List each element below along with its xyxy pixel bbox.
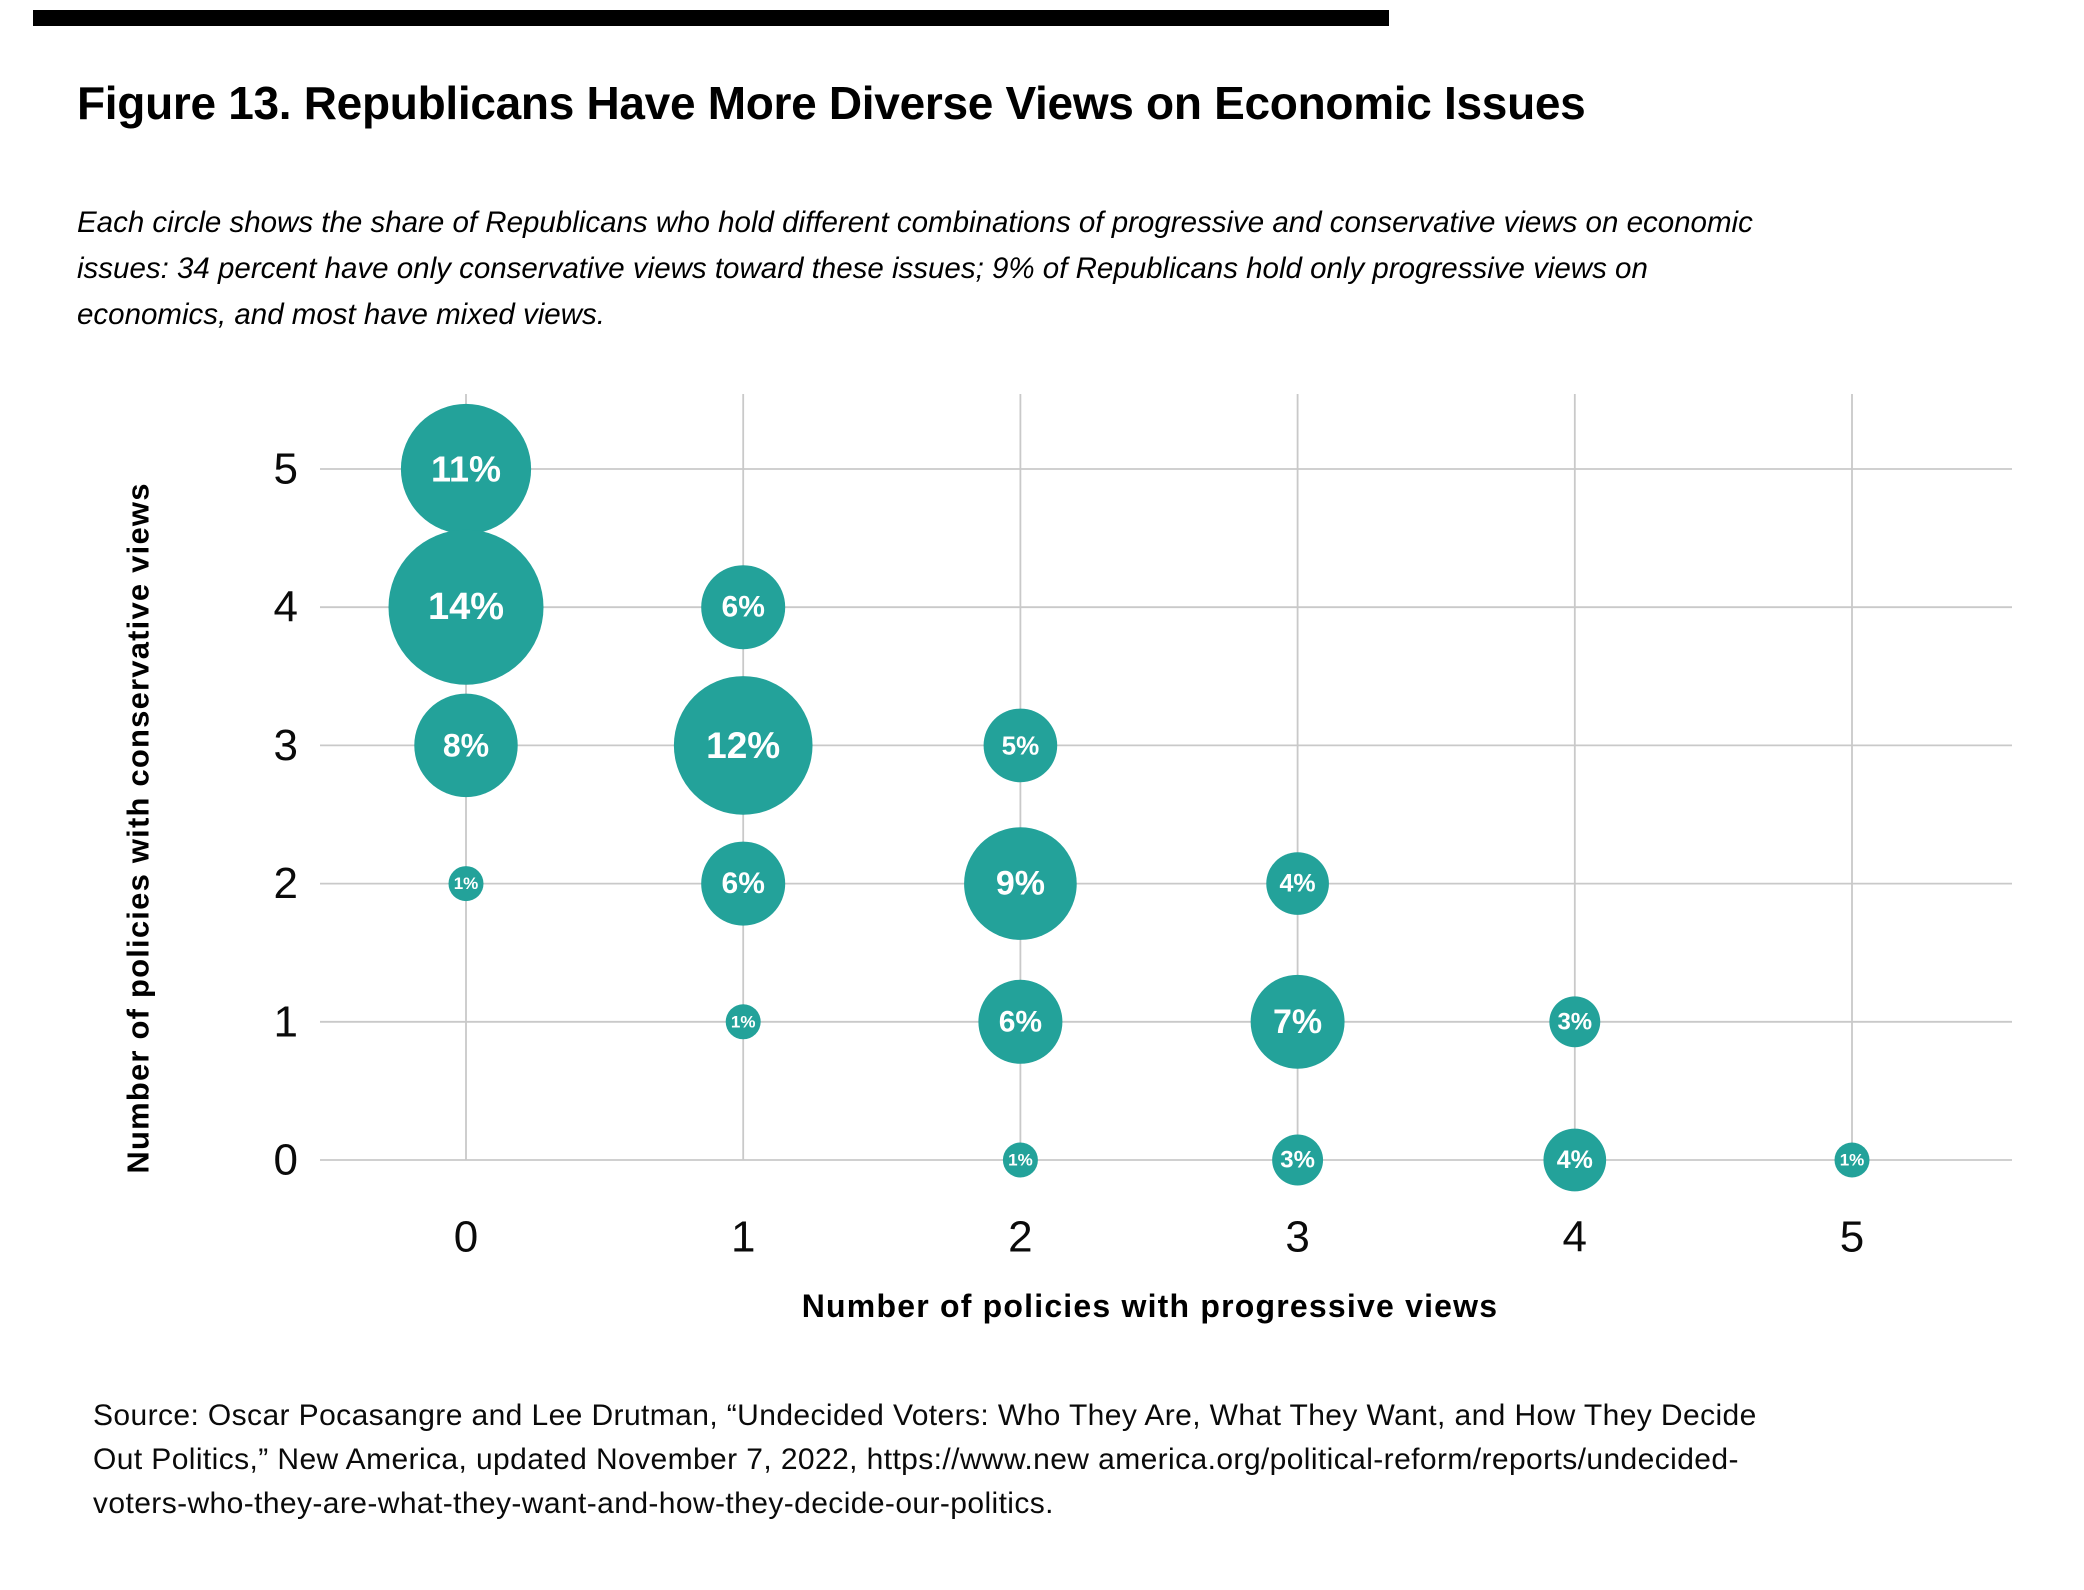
top-black-bar xyxy=(33,10,1389,26)
bubble xyxy=(978,979,1063,1064)
y-tick-label: 2 xyxy=(274,859,298,908)
bubble xyxy=(448,866,484,902)
figure-subtitle: Each circle shows the share of Republica… xyxy=(77,200,2007,338)
x-tick-label: 2 xyxy=(1008,1213,1032,1262)
y-tick-label: 1 xyxy=(274,997,298,1046)
subtitle-line: Each circle shows the share of Republica… xyxy=(77,206,1753,239)
x-tick-label: 1 xyxy=(731,1213,755,1262)
y-tick-label: 4 xyxy=(274,583,298,632)
subtitle-line: issues: 34 percent have only conservativ… xyxy=(77,252,1648,285)
bubble-chart: 0 1 2 3 4 5 0 1 2 3 4 5 Number of policies with prog… xyxy=(121,394,2012,1324)
bubble-label: 3% xyxy=(1557,1008,1592,1035)
bubble-label: 3% xyxy=(1280,1147,1315,1174)
bubble xyxy=(1834,1142,1870,1178)
bubble xyxy=(388,529,544,685)
bubble-label: 4% xyxy=(1280,870,1316,898)
bubble-label: 1% xyxy=(1840,1151,1865,1170)
source-line: Source: Oscar Pocasangre and Lee Drutman… xyxy=(93,1399,1757,1432)
bubble xyxy=(1002,1142,1038,1178)
bubble xyxy=(1549,996,1601,1048)
bubble-label: 1% xyxy=(1008,1151,1033,1170)
bubble xyxy=(983,708,1058,783)
bubble-label: 8% xyxy=(443,727,489,763)
bubble-label: 1% xyxy=(731,1012,756,1031)
bubble-label: 4% xyxy=(1557,1146,1593,1174)
figure-title: Figure 13. Republicans Have More Diverse… xyxy=(77,77,1586,129)
x-tick-label: 5 xyxy=(1840,1213,1864,1262)
source-line: voters-who-they-are-what-they-want-and-h… xyxy=(93,1487,1054,1520)
bubble-label: 6% xyxy=(999,1005,1042,1038)
bubble-label: 6% xyxy=(722,867,765,900)
source-line: Out Politics,” New America, updated Nove… xyxy=(93,1443,1739,1476)
x-tick-label: 0 xyxy=(454,1213,478,1262)
bubble-label: 1% xyxy=(454,874,479,893)
x-axis-title: Number of policies with progressive view… xyxy=(802,1288,1499,1324)
x-tick-label: 3 xyxy=(1285,1213,1309,1262)
bubble xyxy=(701,565,786,650)
source-citation: Source: Oscar Pocasangre and Lee Drutman… xyxy=(93,1394,2013,1526)
bubble xyxy=(400,403,532,535)
bubble xyxy=(1266,852,1329,915)
y-tick-label: 5 xyxy=(274,445,298,494)
bubble xyxy=(701,841,786,926)
bubble xyxy=(725,1004,761,1040)
bubble-label: 9% xyxy=(996,865,1045,903)
bubble-label: 6% xyxy=(722,591,765,624)
bubble xyxy=(1250,974,1345,1069)
bubble xyxy=(673,676,813,815)
bubble xyxy=(1272,1134,1324,1186)
bubble-label: 11% xyxy=(431,449,501,490)
subtitle-line: economics, and most have mixed views. xyxy=(77,298,605,331)
bubble-label: 5% xyxy=(1002,730,1040,760)
bubble xyxy=(964,827,1077,940)
bubble xyxy=(414,693,518,798)
y-tick-label: 3 xyxy=(274,721,298,770)
bubble-label: 7% xyxy=(1273,1003,1322,1041)
x-tick-label: 4 xyxy=(1563,1213,1587,1262)
bubble xyxy=(1543,1128,1607,1192)
y-tick-label: 0 xyxy=(274,1136,298,1185)
y-axis-title: Number of policies with conservative vie… xyxy=(121,482,156,1173)
bubble-label: 12% xyxy=(706,725,780,766)
bubble-label: 14% xyxy=(428,586,504,628)
